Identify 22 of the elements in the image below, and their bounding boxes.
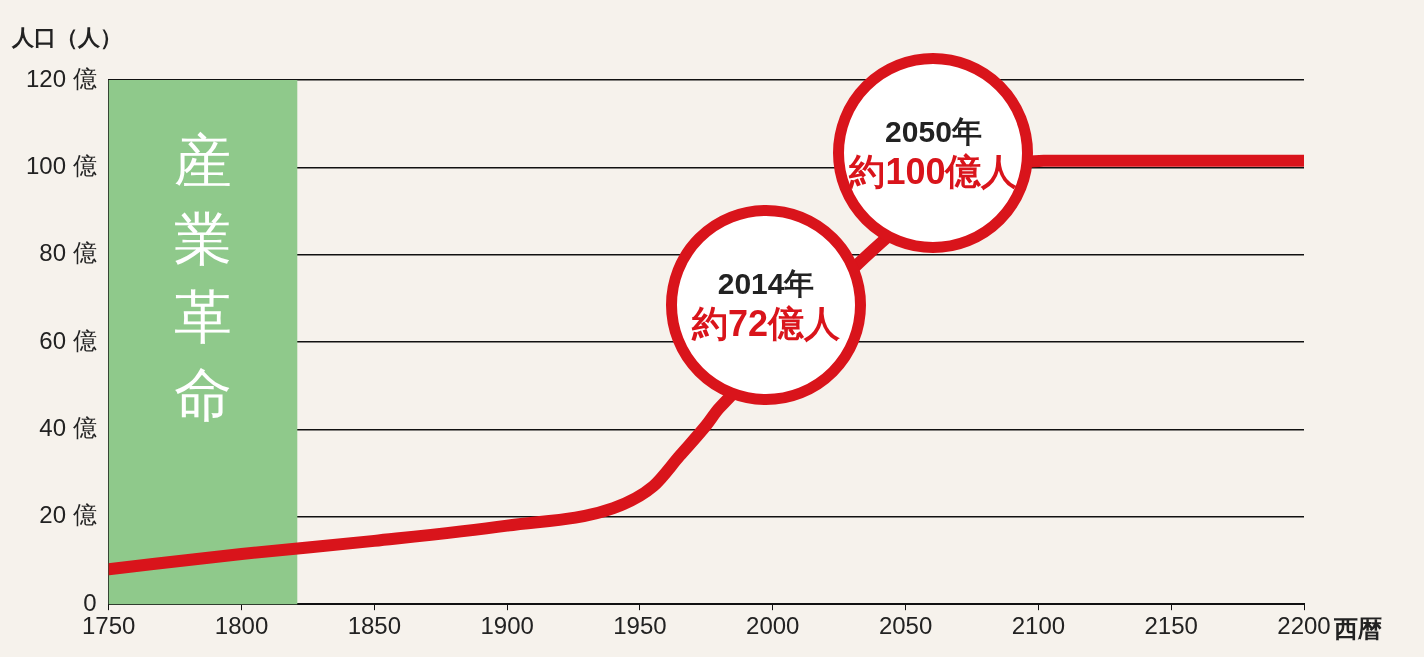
- y-tick-label: 20 億: [39, 501, 97, 529]
- y-tick-label: 40 億: [39, 414, 97, 442]
- x-tick-label: 2050: [878, 612, 933, 640]
- band-label: 産業革命: [174, 128, 233, 427]
- y-tick-label: 100 億: [25, 151, 97, 179]
- annotation: 2050年: [885, 113, 982, 150]
- annotation: 2014年: [717, 265, 815, 302]
- x-tick-label: 1800: [214, 612, 269, 640]
- x-tick-label: 1850: [347, 612, 402, 640]
- x-tick-label: 2100: [1011, 612, 1066, 640]
- y-tick-label: 120 億: [25, 64, 97, 92]
- x-tick-label: 2150: [1144, 612, 1198, 640]
- x-axis-title: 西暦: [1333, 614, 1382, 642]
- x-tick-label: 1900: [480, 612, 534, 640]
- x-tick-label: 1950: [613, 612, 667, 640]
- y-tick-label: 80 億: [39, 239, 97, 267]
- annotation: 約72億人: [692, 301, 841, 345]
- y-axis-title: 人口（人）: [11, 25, 122, 51]
- y-tick-label: 60 億: [39, 326, 97, 354]
- x-tick-label: 2200: [1277, 612, 1331, 640]
- x-tick-label: 2000: [746, 612, 800, 640]
- annotation: 約100億人: [849, 149, 1018, 193]
